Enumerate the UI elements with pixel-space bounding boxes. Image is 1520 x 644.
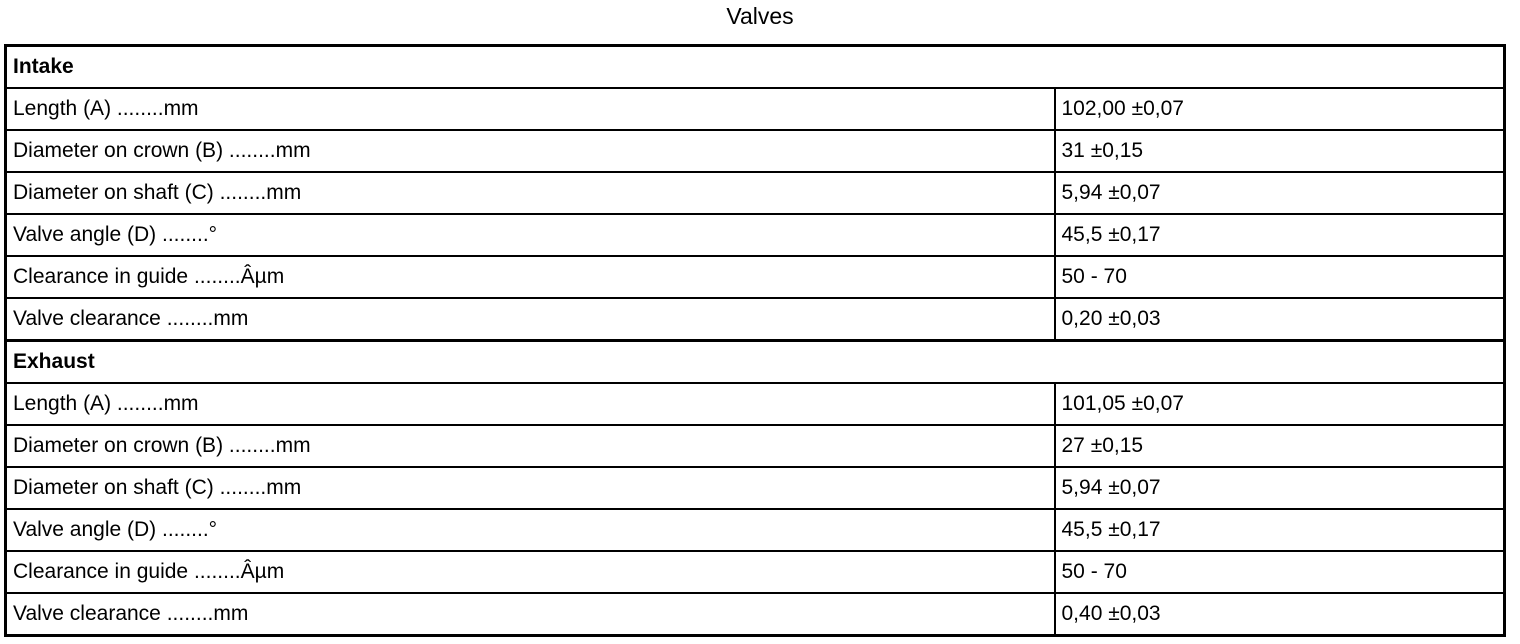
table-row: Clearance in guide ........Âµm 50 - 70 bbox=[4, 550, 1506, 594]
spec-label: Valve clearance ........mm bbox=[4, 297, 1056, 342]
spec-value: 50 - 70 bbox=[1053, 550, 1506, 594]
spec-value: 102,00 ±0,07 bbox=[1053, 87, 1506, 131]
table-row: Diameter on crown (B) ........mm 31 ±0,1… bbox=[4, 129, 1506, 173]
spec-label: Valve clearance ........mm bbox=[4, 592, 1056, 637]
table-row: Length (A) ........mm 102,00 ±0,07 bbox=[4, 87, 1506, 131]
section-header-intake: Intake bbox=[4, 44, 1506, 89]
spec-label: Clearance in guide ........Âµm bbox=[4, 550, 1056, 594]
table-row: Diameter on shaft (C) ........mm 5,94 ±0… bbox=[4, 171, 1506, 215]
spec-label: Diameter on shaft (C) ........mm bbox=[4, 171, 1056, 215]
spec-value: 5,94 ±0,07 bbox=[1053, 171, 1506, 215]
section-header-exhaust: Exhaust bbox=[4, 339, 1506, 384]
spec-value: 45,5 ±0,17 bbox=[1053, 213, 1506, 257]
spec-value: 27 ±0,15 bbox=[1053, 424, 1506, 468]
table-row: Valve angle (D) ........° 45,5 ±0,17 bbox=[4, 508, 1506, 552]
table-row: Valve clearance ........mm 0,20 ±0,03 bbox=[4, 297, 1506, 342]
spec-label: Valve angle (D) ........° bbox=[4, 508, 1056, 552]
section-row-exhaust: Exhaust bbox=[4, 339, 1506, 384]
spec-value: 50 - 70 bbox=[1053, 255, 1506, 299]
spec-label: Diameter on crown (B) ........mm bbox=[4, 424, 1056, 468]
table-row: Diameter on shaft (C) ........mm 5,94 ±0… bbox=[4, 466, 1506, 510]
spec-label: Clearance in guide ........Âµm bbox=[4, 255, 1056, 299]
section-row-intake: Intake bbox=[4, 44, 1506, 89]
valves-spec-table: Intake Length (A) ........mm 102,00 ±0,0… bbox=[4, 44, 1507, 637]
spec-value: 0,20 ±0,03 bbox=[1053, 297, 1506, 342]
spec-label: Diameter on shaft (C) ........mm bbox=[4, 466, 1056, 510]
spec-label: Diameter on crown (B) ........mm bbox=[4, 129, 1056, 173]
spec-value: 5,94 ±0,07 bbox=[1053, 466, 1506, 510]
page-title: Valves bbox=[726, 3, 794, 29]
table-row: Valve angle (D) ........° 45,5 ±0,17 bbox=[4, 213, 1506, 257]
spec-label: Valve angle (D) ........° bbox=[4, 213, 1056, 257]
spec-value: 0,40 ±0,03 bbox=[1053, 592, 1506, 637]
spec-value: 101,05 ±0,07 bbox=[1053, 382, 1506, 426]
table-row: Length (A) ........mm 101,05 ±0,07 bbox=[4, 382, 1506, 426]
spec-label: Length (A) ........mm bbox=[4, 382, 1056, 426]
table-row: Clearance in guide ........Âµm 50 - 70 bbox=[4, 255, 1506, 299]
table-row: Diameter on crown (B) ........mm 27 ±0,1… bbox=[4, 424, 1506, 468]
table-row: Valve clearance ........mm 0,40 ±0,03 bbox=[4, 592, 1506, 637]
spec-value: 31 ±0,15 bbox=[1053, 129, 1506, 173]
spec-label: Length (A) ........mm bbox=[4, 87, 1056, 131]
spec-value: 45,5 ±0,17 bbox=[1053, 508, 1506, 552]
